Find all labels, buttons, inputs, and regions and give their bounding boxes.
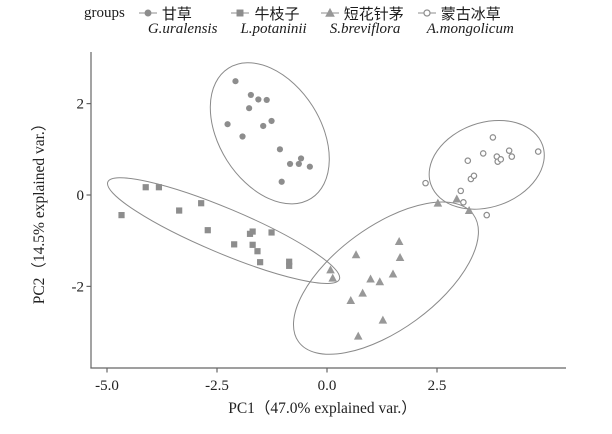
data-point — [479, 150, 487, 157]
legend-title: groups — [84, 5, 125, 21]
data-point — [297, 155, 305, 162]
legend-label-zh: 短花针茅 — [343, 6, 404, 23]
data-point — [328, 273, 338, 282]
open-circle-icon — [417, 9, 436, 17]
data-point — [358, 288, 367, 297]
data-point — [286, 160, 294, 168]
confidence-ellipse — [209, 62, 330, 205]
data-point — [155, 184, 163, 191]
y-tick-label: 2 — [77, 97, 85, 113]
data-point — [260, 122, 267, 130]
data-point — [255, 96, 262, 103]
data-point — [246, 105, 253, 112]
y-tick-label: 0 — [77, 188, 85, 204]
data-point — [326, 265, 335, 274]
data-point — [232, 78, 239, 85]
data-point — [346, 295, 356, 304]
data-point — [388, 269, 398, 278]
legend-label-latin: A.mongolicum — [426, 21, 514, 37]
data-point — [198, 200, 205, 207]
legend-label-latin: S.breviflora — [329, 21, 401, 37]
x-tick-label: 2.5 — [428, 378, 447, 394]
legend-item: 甘草 G.uralensis — [138, 4, 218, 37]
series-open-circle — [422, 134, 542, 219]
data-point — [366, 274, 375, 283]
data-point — [247, 91, 254, 99]
filled-circle-icon — [138, 9, 157, 17]
data-point — [286, 258, 293, 265]
data-point — [249, 241, 256, 248]
data-point — [433, 198, 443, 207]
legend-label-zh: 蒙古冰草 — [440, 6, 501, 23]
x-tick-label: -2.5 — [205, 378, 229, 394]
data-point — [489, 134, 497, 141]
legend-label-latin: L.potaninii — [240, 21, 307, 37]
data-point — [394, 237, 404, 246]
series-filled-square — [118, 184, 293, 269]
x-axis-title: PC1（47.0% explained var.） — [228, 400, 417, 417]
confidence-ellipse — [428, 119, 545, 210]
data-point — [295, 160, 302, 168]
data-point — [497, 156, 505, 163]
filled-triangle-icon — [320, 7, 339, 17]
legend-label-zh: 牛枝子 — [254, 6, 300, 23]
data-point — [470, 172, 478, 180]
series-filled-triangle — [326, 194, 474, 340]
data-point — [268, 229, 275, 236]
legend-row: 牛枝子 — [230, 4, 306, 23]
data-point — [460, 199, 467, 206]
legend-row: 短花针茅 — [320, 4, 404, 23]
data-point — [249, 228, 256, 235]
data-point — [483, 211, 491, 219]
legend-label-latin: G.uralensis — [147, 21, 218, 37]
data-point — [375, 277, 385, 286]
legend-item: 短花针茅 S.breviflora — [320, 4, 404, 37]
x-tick-label: 0.0 — [318, 378, 337, 394]
y-axis-title: PC2（14.5% explained var.） — [31, 116, 48, 305]
data-point — [508, 153, 516, 160]
legend-item: 蒙古冰草 A.mongolicum — [417, 4, 514, 37]
data-point — [457, 187, 465, 195]
confidence-ellipse — [292, 201, 479, 355]
data-point — [118, 212, 125, 219]
filled-square-icon — [231, 9, 250, 17]
legend-row: 蒙古冰草 — [417, 4, 514, 23]
data-point — [278, 178, 285, 185]
data-point — [422, 179, 429, 187]
series-filled-circle — [224, 78, 313, 185]
data-point — [395, 253, 405, 262]
data-point — [534, 148, 542, 155]
data-point — [254, 248, 261, 255]
legend-label-zh: 甘草 — [161, 6, 192, 23]
data-point — [378, 315, 388, 324]
data-point — [142, 184, 149, 191]
data-point — [204, 227, 211, 234]
data-point — [464, 205, 474, 214]
data-point — [464, 157, 472, 165]
legend-item: 牛枝子 L.potaninii — [230, 4, 307, 37]
data-point — [263, 96, 270, 104]
y-tick-label: -2 — [72, 279, 85, 295]
data-point — [505, 147, 513, 154]
data-point — [306, 163, 313, 170]
x-tick-label: -5.0 — [95, 378, 119, 394]
confidence-ellipse — [107, 177, 341, 285]
legend-row: 甘草 — [138, 4, 218, 23]
data-point — [276, 146, 284, 153]
data-point — [353, 331, 363, 340]
chart-legend: groups 甘草 G.uralensis 牛枝子 L.potaninii 短花针茅 S.… — [84, 4, 514, 37]
data-point — [268, 117, 275, 125]
data-point — [257, 259, 264, 266]
data-point — [176, 207, 183, 214]
data-point — [239, 133, 246, 140]
data-point — [231, 241, 238, 248]
data-point — [286, 262, 293, 269]
data-point — [452, 194, 462, 203]
data-point — [351, 250, 361, 259]
data-point — [224, 121, 231, 128]
